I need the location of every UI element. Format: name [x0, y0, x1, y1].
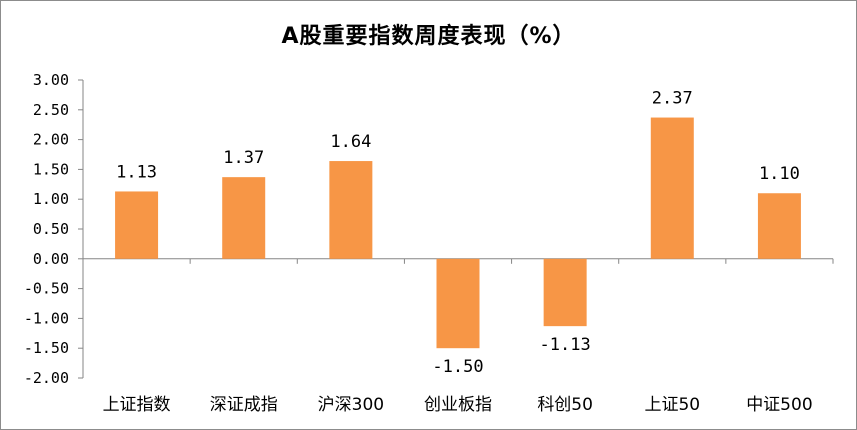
- y-tick-label: -1.00: [24, 309, 69, 327]
- data-label: -1.50: [432, 357, 483, 377]
- y-tick-label: 0.50: [33, 220, 69, 238]
- labels-group: 1.13 上证指数 1.37 深证成指 1.64 沪深300 -1.50 创业板指 -1.13 科…: [103, 89, 813, 415]
- y-tick-label: -2.00: [24, 369, 69, 387]
- chart-title: A股重要指数周度表现（%）: [281, 24, 576, 49]
- bars-group: [115, 117, 801, 349]
- axes-group: 3.00 2.50 2.00 1.50 1.00 0.50 0.00 -0.50 -1.00 -1…: [24, 71, 834, 387]
- data-label: 1.64: [330, 132, 371, 152]
- data-label: -1.13: [540, 335, 591, 355]
- y-tick-label: 1.00: [33, 190, 69, 208]
- bar: [329, 161, 373, 259]
- category-label: 上证50: [644, 395, 700, 415]
- category-label: 中证500: [746, 395, 812, 415]
- y-tick-label: 0.00: [33, 250, 69, 268]
- bar: [757, 193, 801, 259]
- y-tick-label: -1.50: [24, 339, 69, 357]
- bar: [543, 258, 587, 327]
- y-tick-label: 3.00: [33, 71, 69, 89]
- y-tick-label: 2.00: [33, 131, 69, 149]
- data-label: 1.37: [223, 148, 264, 168]
- category-label: 科创50: [537, 395, 593, 415]
- category-label: 创业板指: [424, 395, 492, 415]
- y-tick-label: 2.50: [33, 101, 69, 119]
- data-label: 2.37: [652, 89, 693, 109]
- category-label: 沪深300: [318, 395, 384, 415]
- bar: [650, 117, 694, 259]
- bar: [115, 191, 159, 259]
- data-label: 1.10: [759, 164, 800, 184]
- y-tick-label: -0.50: [24, 280, 69, 298]
- data-label: 1.13: [116, 162, 157, 182]
- bar: [222, 177, 266, 259]
- category-label: 上证指数: [103, 395, 171, 415]
- y-tick-label: 1.50: [33, 160, 69, 178]
- category-label: 深证成指: [210, 395, 278, 415]
- bar: [436, 258, 480, 349]
